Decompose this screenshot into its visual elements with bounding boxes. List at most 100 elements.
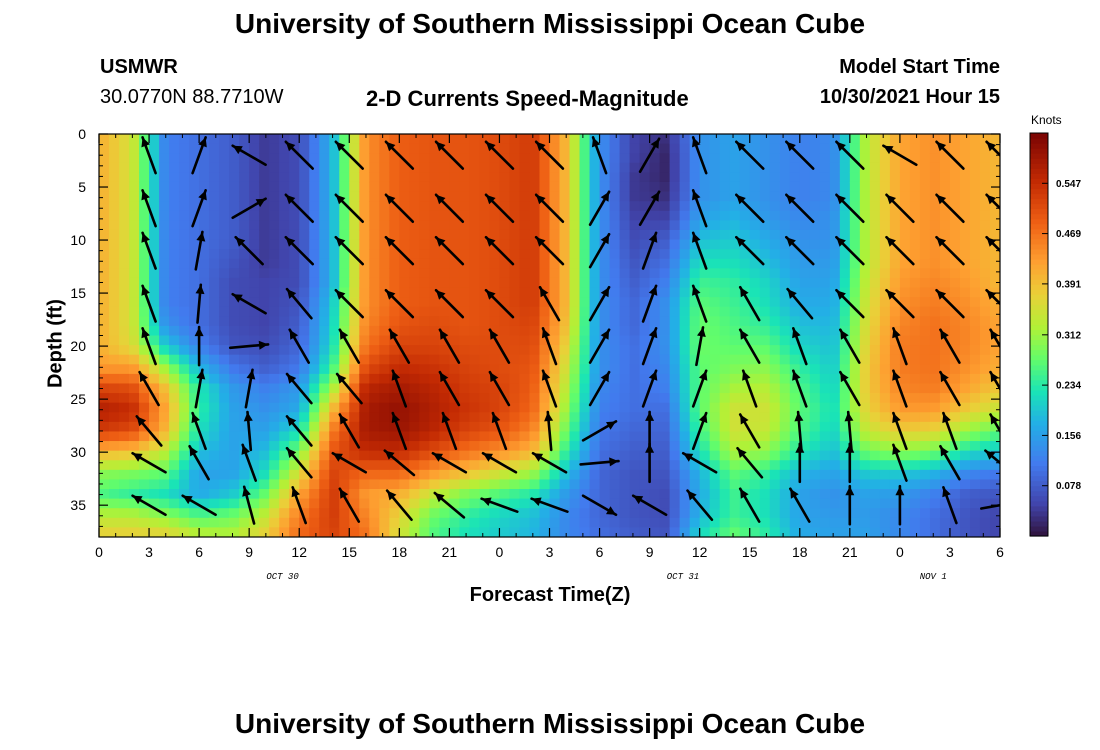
heatmap-cell	[509, 191, 521, 202]
heatmap-cell	[749, 258, 761, 269]
heatmap-cell	[479, 345, 491, 356]
heatmap-cell	[579, 229, 591, 241]
heatmap-cell	[699, 354, 711, 365]
heatmap-cell	[349, 153, 360, 164]
heatmap-cell	[329, 373, 340, 385]
heatmap-cell	[219, 277, 230, 289]
current-vector	[734, 235, 765, 266]
current-vector	[284, 140, 315, 170]
heatmap-cell	[419, 508, 430, 519]
heatmap-cell	[339, 134, 350, 145]
heatmap-cell	[149, 383, 160, 394]
heatmap-cell	[529, 354, 541, 365]
heatmap-cell	[979, 412, 991, 423]
heatmap-cell	[469, 431, 481, 442]
current-vector	[795, 442, 805, 484]
heatmap-cell	[199, 181, 210, 193]
heatmap-cell	[849, 354, 861, 365]
heatmap-cell	[439, 249, 450, 260]
heatmap-cell	[939, 469, 951, 481]
heatmap-cell	[329, 364, 340, 375]
heatmap-cell	[469, 191, 481, 202]
heatmap-cell	[269, 383, 280, 394]
colorbar-swatch	[1030, 399, 1048, 406]
heatmap-cell	[859, 201, 871, 212]
heatmap-cell	[139, 181, 150, 193]
heatmap-cell	[859, 527, 871, 537]
heatmap-cell	[439, 172, 450, 183]
heatmap-cell	[549, 412, 561, 423]
heatmap-cell	[709, 316, 721, 327]
heatmap-cell	[289, 431, 300, 442]
colorbar-swatch	[1030, 525, 1048, 532]
vector-head	[335, 194, 346, 205]
vector-head	[836, 290, 846, 300]
heatmap-cell	[759, 134, 771, 145]
heatmap-cell	[359, 229, 370, 241]
heatmap-cell	[879, 498, 891, 509]
heatmap-cell	[409, 268, 420, 279]
heatmap-cell	[149, 229, 160, 241]
heatmap-cell	[929, 441, 941, 452]
heatmap-cell	[949, 191, 961, 202]
heatmap-cell	[539, 450, 551, 461]
heatmap-cell	[789, 479, 801, 490]
heatmap-cell	[319, 249, 330, 260]
heatmap-cell	[189, 527, 200, 537]
heatmap-cell	[609, 489, 621, 500]
heatmap-cell	[329, 431, 340, 442]
heatmap-cell	[529, 316, 541, 327]
heatmap-cell	[129, 402, 140, 413]
heatmap-cell	[869, 325, 881, 337]
heatmap-cell	[789, 393, 801, 404]
heatmap-cell	[469, 354, 481, 365]
heatmap-cell	[759, 249, 771, 260]
heatmap-cell	[879, 134, 891, 145]
heatmap-cell	[719, 229, 731, 241]
chart-title: 2-D Currents Speed-Magnitude	[366, 86, 689, 111]
heatmap-cell	[499, 297, 511, 308]
heatmap-cell	[769, 287, 781, 298]
heatmap-cell	[299, 143, 310, 154]
heatmap-cell	[839, 153, 851, 164]
heatmap-cell	[209, 383, 220, 394]
heatmap-cell	[799, 421, 811, 433]
heatmap-cell	[419, 345, 430, 356]
heatmap-cell	[759, 527, 771, 537]
heatmap-cell	[169, 517, 180, 529]
heatmap-cell	[749, 421, 761, 433]
heatmap-cell	[139, 441, 150, 452]
heatmap-cell	[619, 469, 631, 481]
heatmap-cell	[659, 421, 671, 433]
heatmap-cell	[719, 383, 731, 394]
heatmap-cell	[749, 268, 761, 279]
heatmap-cell	[389, 450, 400, 461]
heatmap-cell	[989, 412, 1000, 423]
colorbar-swatch	[1030, 203, 1048, 210]
heatmap-cell	[789, 508, 801, 519]
heatmap-cell	[359, 249, 370, 260]
heatmap-cell	[109, 527, 120, 537]
heatmap-cell	[179, 229, 190, 241]
heatmap-cell	[249, 287, 260, 298]
heatmap-cell	[169, 364, 180, 375]
heatmap-cell	[719, 402, 731, 413]
heatmap-cell	[169, 297, 180, 308]
heatmap-cell	[239, 181, 250, 193]
vector-head	[892, 370, 901, 381]
heatmap-cell	[639, 191, 651, 202]
heatmap-cell	[739, 469, 751, 481]
heatmap-cell	[919, 316, 931, 327]
heatmap-cell	[549, 373, 561, 385]
heatmap-cell	[549, 402, 561, 413]
heatmap-cell	[759, 412, 771, 423]
heatmap-cell	[369, 527, 380, 537]
heatmap-cell	[399, 220, 410, 231]
heatmap-cell	[779, 345, 791, 356]
heatmap-cell	[239, 258, 250, 269]
heatmap-cell	[349, 306, 360, 317]
heatmap-cell	[269, 373, 280, 385]
heatmap-cell	[409, 229, 420, 241]
heatmap-cell	[299, 527, 310, 537]
heatmap-cell	[749, 325, 761, 337]
